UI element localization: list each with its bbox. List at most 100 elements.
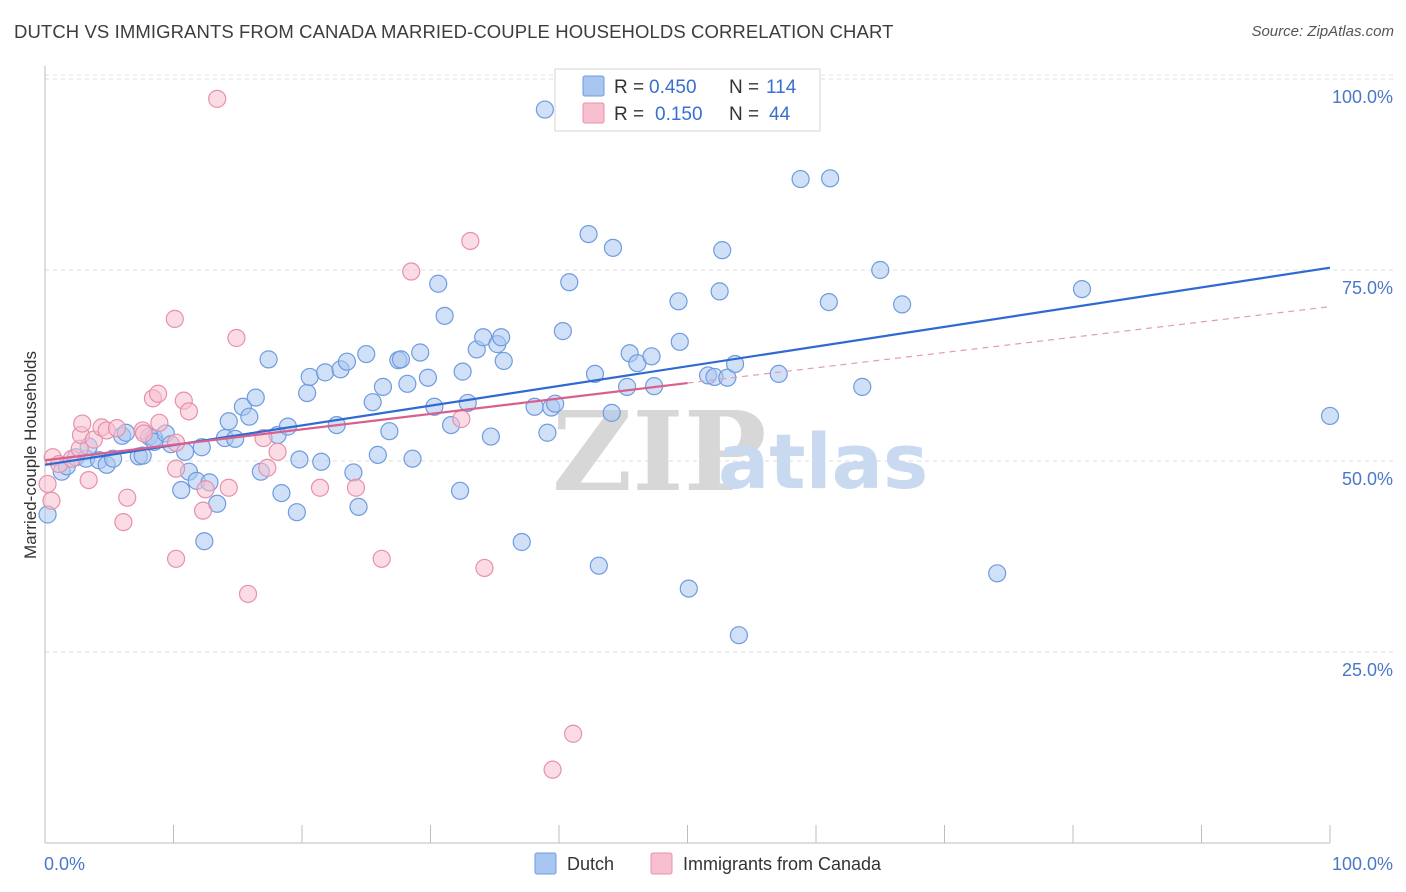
dutch-point [679, 579, 698, 598]
canada-point [166, 459, 186, 478]
dutch-point [589, 556, 608, 575]
dutch-point [290, 450, 309, 469]
canada-point [564, 724, 583, 743]
source-credit: Source: ZipAtlas.com [1251, 23, 1394, 40]
dutch-point [246, 388, 265, 407]
canada-point [42, 491, 61, 510]
canada-point [543, 760, 562, 779]
canada-trend-extension [687, 306, 1331, 384]
canada-point [166, 549, 186, 568]
dutch-point [1320, 406, 1340, 426]
canada-point [461, 231, 480, 251]
dutch-point [300, 367, 319, 387]
canada-point [79, 471, 98, 490]
watermark-zip: ZIP [552, 387, 766, 516]
legend-n-value-dutch: 114 [766, 77, 797, 98]
canada-point [134, 424, 154, 443]
canada-point [38, 474, 57, 494]
legend-n-value-canada: 44 [769, 104, 791, 125]
canada-point [150, 413, 169, 432]
canada-point [475, 558, 494, 578]
dutch-point [287, 503, 306, 522]
trend-lines [44, 266, 1331, 466]
y-tick-label: 25.0% [1342, 660, 1393, 680]
legend-n-label: N = [729, 77, 759, 98]
canada-point [196, 480, 215, 499]
dutch-point [535, 100, 554, 119]
dutch-point [316, 363, 335, 382]
dutch-point [769, 364, 788, 384]
stats-legend: R = 0.450 N = 114 R = 0.150 N = 44 [554, 68, 821, 132]
dutch-point [418, 368, 438, 387]
dutch-point [618, 377, 637, 396]
dutch-point [337, 352, 357, 371]
canada-point [402, 262, 421, 281]
legend-r-label: R = [614, 104, 644, 125]
dutch-point [585, 364, 605, 384]
legend-swatch-dutch [582, 75, 605, 97]
dutch-point [1072, 280, 1092, 299]
series-label-dutch: Dutch [567, 854, 614, 874]
dutch-point [512, 532, 531, 552]
x-tick-label-min: 0.0% [44, 854, 85, 874]
dutch-point [450, 481, 470, 500]
canada-point [238, 584, 258, 604]
y-tick-label: 100.0% [1332, 87, 1393, 107]
dutch-point [553, 322, 572, 341]
dutch-point [871, 260, 890, 280]
series-label-canada: Immigrants from Canada [683, 854, 882, 874]
legend-r-value-canada: 0.150 [655, 104, 703, 125]
series-legend: Dutch Immigrants from Canada [534, 852, 882, 875]
dutch-point [579, 224, 598, 244]
dutch-point [298, 383, 317, 403]
canada-point [452, 409, 471, 429]
dutch-point [729, 626, 749, 645]
dutch-point [349, 497, 368, 516]
dutch-point [219, 412, 238, 431]
dutch-point [670, 332, 689, 351]
dutch-point [481, 427, 500, 446]
dutch-point [435, 306, 454, 325]
dutch-point [172, 480, 191, 500]
dutch-point [821, 169, 840, 188]
canada-point [268, 442, 287, 461]
legend-swatch-canada [582, 102, 605, 124]
canada-point [165, 309, 184, 328]
dutch-point [363, 393, 382, 412]
dutch-point [380, 422, 399, 441]
dutch-point [603, 238, 623, 257]
dutch-point [791, 169, 810, 189]
dutch-point [602, 403, 621, 422]
dutch-point [853, 377, 872, 396]
series-swatch-canada [650, 852, 673, 875]
dutch-point [403, 449, 422, 468]
dutch-point [344, 463, 363, 482]
canada-point [107, 419, 127, 438]
y-axis-title: Married-couple Households [21, 351, 40, 559]
canada-point [346, 478, 366, 497]
canada-point [179, 402, 199, 421]
tick-labels: 100.0% 75.0% 50.0% 25.0% 0.0% 100.0% [44, 87, 1393, 874]
canada-point [208, 89, 227, 108]
canada-point [258, 458, 277, 477]
dutch-point [710, 282, 729, 301]
dutch-point [453, 362, 472, 381]
y-tick-label: 50.0% [1342, 469, 1393, 489]
legend-r-label: R = [614, 77, 644, 98]
dutch-point [892, 295, 912, 314]
canada-trend-line [44, 381, 688, 462]
chart-title: DUTCH VS IMMIGRANTS FROM CANADA MARRIED-… [14, 21, 894, 42]
dutch-point [492, 328, 511, 347]
series-swatch-dutch [534, 852, 557, 875]
canada-point [193, 501, 213, 520]
canada-point [148, 384, 168, 403]
dutch-point [373, 377, 393, 396]
dutch-point [240, 407, 259, 426]
dutch-point [642, 347, 661, 366]
canada-point [227, 328, 246, 348]
canada-point [372, 549, 391, 568]
legend-r-value-dutch: 0.450 [649, 77, 697, 98]
dutch-point [669, 292, 688, 311]
canada-point [166, 433, 186, 452]
